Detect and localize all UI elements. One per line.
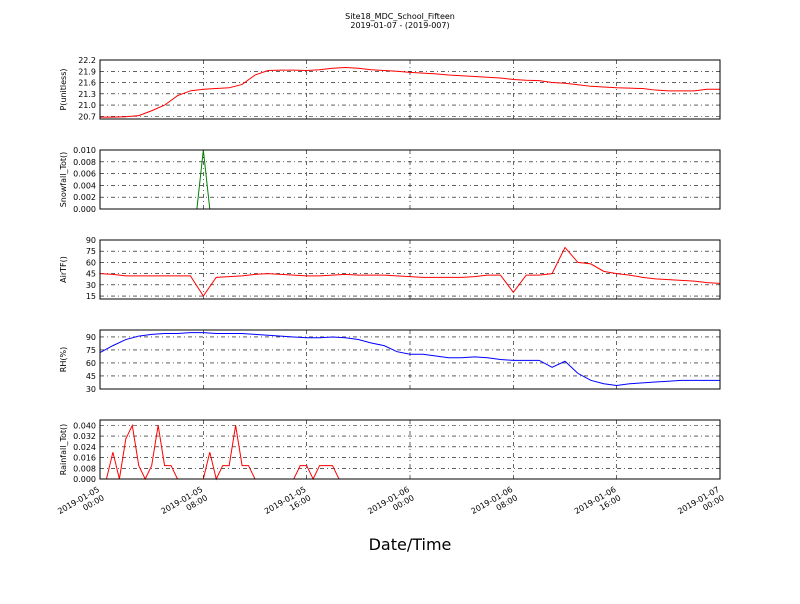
- y-tick-label: 45: [86, 270, 96, 279]
- y-axis-label: P(unitless): [59, 68, 68, 110]
- y-tick-label: 75: [86, 346, 96, 355]
- y-tick-label: 45: [86, 372, 96, 381]
- y-tick-label: 0.010: [73, 146, 96, 155]
- figure-subtitle: 2019-01-07 - (2019-007): [350, 21, 449, 30]
- y-tick-label: 0.032: [73, 432, 96, 441]
- y-tick-label: 0.008: [73, 464, 96, 473]
- y-tick-label: 0.016: [73, 454, 96, 463]
- y-axis-label: Snowfall_Tot(): [59, 152, 68, 208]
- y-tick-label: 21.6: [78, 79, 96, 88]
- y-axis-label: RH(%): [59, 347, 68, 372]
- figure-title: Site18_MDC_School_Fifteen: [345, 12, 455, 21]
- y-axis-label: AirTF(): [59, 256, 68, 283]
- y-tick-label: 0.008: [73, 158, 96, 167]
- panel-frame: [99, 59, 721, 120]
- y-tick-label: 0.006: [73, 170, 96, 179]
- y-tick-label: 0.000: [73, 475, 96, 484]
- y-tick-label: 22.2: [78, 56, 96, 65]
- y-tick-label: 75: [86, 247, 96, 256]
- data-line: [99, 332, 720, 387]
- y-tick-label: 21.9: [78, 67, 96, 76]
- y-tick-label: 0.004: [73, 181, 96, 190]
- y-tick-label: 0.002: [73, 193, 96, 202]
- y-axis-label: Rainfall_Tot(): [59, 424, 68, 476]
- y-tick-label: 90: [86, 333, 96, 342]
- panel-frame: [99, 419, 721, 480]
- data-line: [100, 423, 720, 481]
- panel-frame: [99, 149, 721, 210]
- panel-frame: [99, 239, 721, 300]
- y-tick-label: 60: [86, 359, 96, 368]
- y-tick-label: 30: [86, 281, 96, 290]
- y-tick-label: 30: [86, 385, 96, 394]
- panel-frame: [99, 329, 721, 390]
- y-tick-label: 0.024: [73, 443, 96, 452]
- y-tick-label: 15: [86, 292, 96, 301]
- y-tick-label: 21.3: [78, 90, 96, 99]
- data-line: [99, 246, 721, 297]
- y-tick-label: 21.0: [78, 101, 96, 110]
- y-tick-label: 20.7: [78, 112, 96, 121]
- data-line: [100, 67, 720, 118]
- y-tick-label: 60: [86, 258, 96, 267]
- y-tick-label: 0.000: [73, 205, 96, 214]
- y-tick-label: 90: [86, 236, 96, 245]
- x-axis-label: Date/Time: [369, 535, 452, 554]
- y-tick-label: 0.040: [73, 421, 96, 430]
